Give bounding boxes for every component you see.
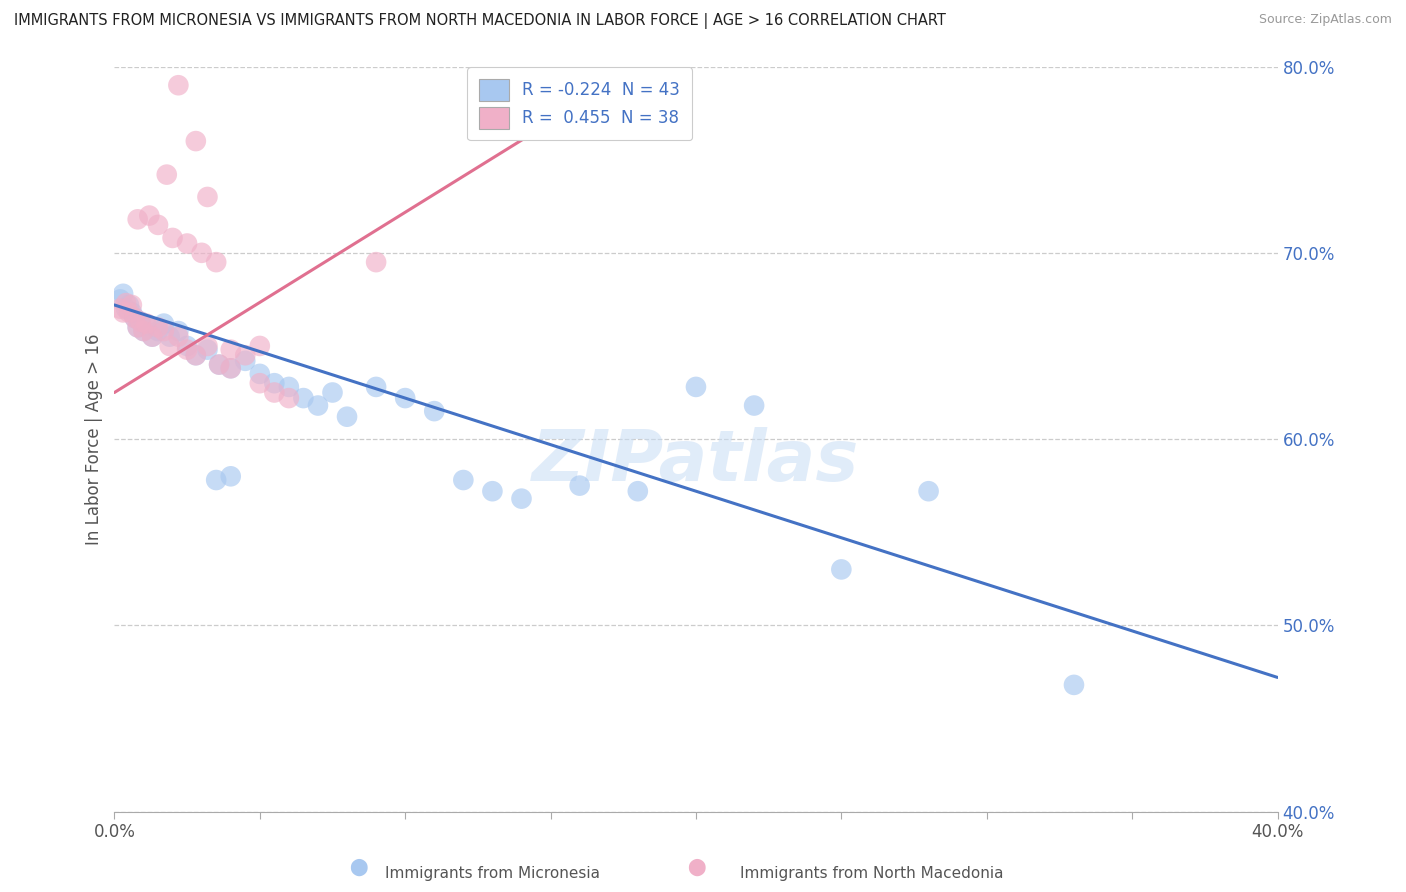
Point [146,320,169,334]
Point [481,484,503,499]
Point [917,484,939,499]
Legend: R = -0.224  N = 43, R =  0.455  N = 38: R = -0.224 N = 43, R = 0.455 N = 38 [467,68,692,140]
Point [249,367,271,381]
Point [394,391,416,405]
Text: ⬤: ⬤ [349,858,368,876]
Point [277,380,299,394]
Point [121,305,143,319]
Point [627,484,650,499]
Point [205,255,228,269]
Point [110,301,132,316]
Point [138,209,160,223]
Point [249,376,271,391]
Point [146,324,169,338]
Point [208,358,231,372]
Point [307,399,329,413]
Point [159,329,181,343]
Point [146,218,169,232]
Point [176,236,198,251]
Point [135,318,157,333]
Point [110,293,132,307]
Point [205,473,228,487]
Point [167,78,190,93]
Point [141,329,163,343]
Point [510,491,533,506]
Y-axis label: In Labor Force | Age > 16: In Labor Force | Age > 16 [86,334,103,545]
Point [118,305,141,319]
Point [423,404,446,418]
Point [184,348,207,362]
Point [127,320,149,334]
Text: Immigrants from North Macedonia: Immigrants from North Macedonia [740,866,1004,881]
Point [568,478,591,492]
Text: ZIPatlas: ZIPatlas [533,427,859,496]
Text: IMMIGRANTS FROM MICRONESIA VS IMMIGRANTS FROM NORTH MACEDONIA IN LABOR FORCE | A: IMMIGRANTS FROM MICRONESIA VS IMMIGRANTS… [14,13,946,29]
Point [197,190,219,204]
Point [219,343,242,357]
Point [233,354,256,368]
Point [124,311,146,326]
Point [124,311,146,326]
Point [685,380,707,394]
Point [176,343,198,357]
Point [366,255,388,269]
Point [219,361,242,376]
Point [321,385,343,400]
Point [162,231,184,245]
Point [219,361,242,376]
Point [132,324,155,338]
Point [184,134,207,148]
Point [197,343,219,357]
Point [219,469,242,483]
Point [159,339,181,353]
Point [292,391,315,405]
Point [121,298,143,312]
Point [115,301,138,316]
Point [129,315,152,329]
Point [263,385,285,400]
Point [115,296,138,310]
Point [167,329,190,343]
Text: ⬤: ⬤ [686,858,706,876]
Point [129,315,152,329]
Point [153,317,176,331]
Point [263,376,285,391]
Point [366,380,388,394]
Point [277,391,299,405]
Point [190,245,212,260]
Point [742,399,765,413]
Point [112,305,135,319]
Point [118,298,141,312]
Point [830,562,852,576]
Point [453,473,475,487]
Point [127,320,149,334]
Text: Immigrants from Micronesia: Immigrants from Micronesia [385,866,599,881]
Text: Source: ZipAtlas.com: Source: ZipAtlas.com [1258,13,1392,27]
Point [249,339,271,353]
Point [135,317,157,331]
Point [127,212,149,227]
Point [208,358,231,372]
Point [336,409,359,424]
Point [176,339,198,353]
Point [197,339,219,353]
Point [233,348,256,362]
Point [132,324,155,338]
Point [141,329,163,343]
Point [112,286,135,301]
Point [156,168,179,182]
Point [153,324,176,338]
Point [1063,678,1085,692]
Point [184,348,207,362]
Point [167,324,190,338]
